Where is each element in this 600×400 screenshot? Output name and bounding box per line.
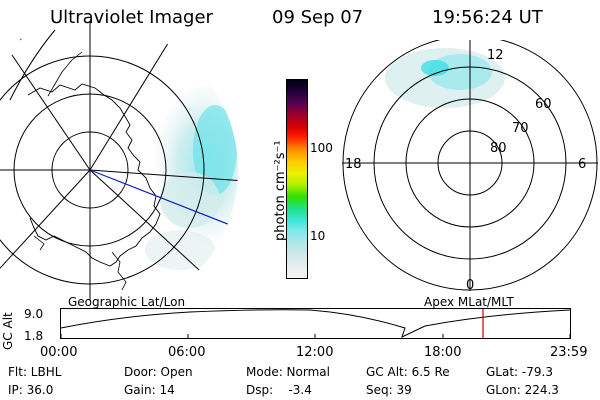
altitude-tick-min: 1.8 <box>24 329 44 343</box>
time-tick-1800: 18:00 <box>424 345 462 360</box>
time-tick-0600: 06:00 <box>168 345 206 360</box>
observation-time: 19:56:24 UT <box>432 7 543 28</box>
info-ip: IP: 36.0 <box>8 383 54 397</box>
colorbar-tick-100: 100 <box>310 141 333 155</box>
mlat-label-60: 60 <box>535 97 552 112</box>
altitude-curve <box>60 309 571 338</box>
time-tick-1200: 12:00 <box>296 345 334 360</box>
info-seq: Seq: 39 <box>366 383 412 397</box>
instrument-title: Ultraviolet Imager <box>50 7 213 28</box>
mlat-label-80: 80 <box>490 141 507 156</box>
aurora-emission-right <box>385 48 505 108</box>
info-filter: Flt: LBHL <box>8 365 62 379</box>
geographic-polar-map <box>0 22 238 300</box>
magnetic-polar-map <box>342 40 598 291</box>
observation-date: 09 Sep 07 <box>272 7 364 28</box>
info-gain: Gain: 14 <box>124 383 175 397</box>
time-tick-0000: 00:00 <box>40 345 78 360</box>
colorbar-tick-10: 10 <box>310 229 326 243</box>
satellite-track <box>89 169 238 233</box>
mlt-label-18: 18 <box>345 157 362 172</box>
mlt-label-12: 12 <box>487 48 504 63</box>
coastline <box>27 83 161 267</box>
colorbar-unit-label: photon cm⁻²s⁻¹ <box>273 140 288 241</box>
mlt-label-6: 6 <box>578 157 587 172</box>
intensity-colorbar <box>286 79 308 279</box>
info-gc-alt: GC Alt: 6.5 Re <box>366 365 450 379</box>
info-glon: GLon: 224.3 <box>486 383 559 397</box>
mlat-label-70: 70 <box>512 121 529 136</box>
altitude-tick-max: 9.0 <box>24 307 44 321</box>
info-glat: GLat: -79.3 <box>486 365 553 379</box>
info-dsp: Dsp: -3.4 <box>246 383 312 397</box>
mlat-mlt-grid <box>342 40 598 291</box>
left-map-label: Geographic Lat/Lon <box>68 295 186 309</box>
info-door: Door: Open <box>124 365 193 379</box>
mlt-label-0: 0 <box>466 278 475 293</box>
right-map-label: Apex MLat/MLT <box>424 295 514 309</box>
lat-lon-grid <box>0 22 238 300</box>
info-mode: Mode: Normal <box>246 365 330 379</box>
time-tick-2359: 23:59 <box>550 345 588 360</box>
altitude-plot <box>60 308 571 339</box>
altitude-axis-title: GC Alt <box>1 312 15 350</box>
